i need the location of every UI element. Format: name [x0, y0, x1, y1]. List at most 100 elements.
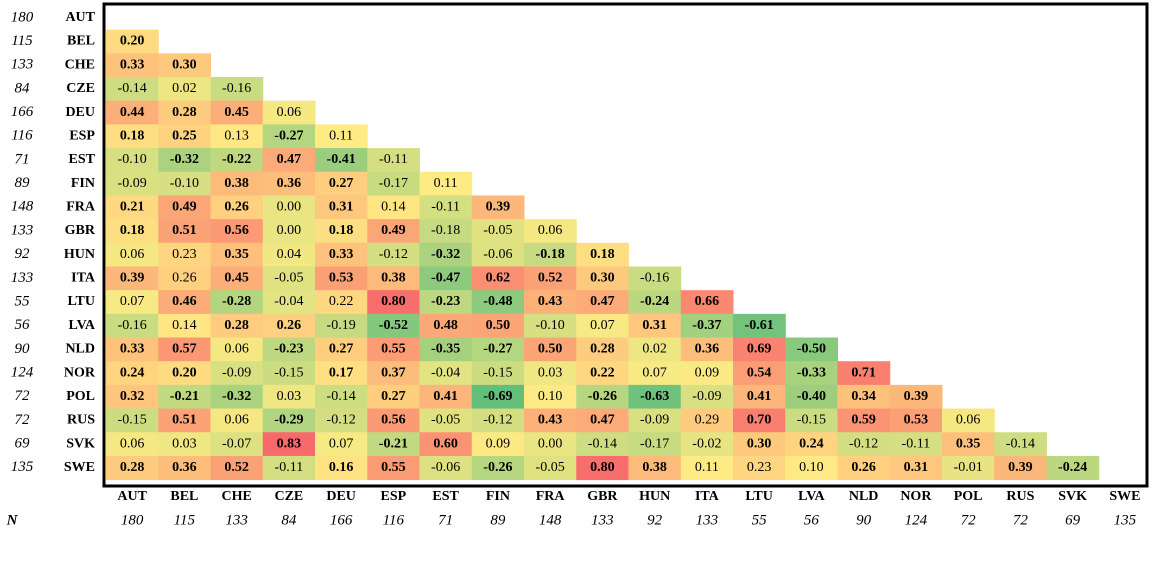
- cell-bg: [942, 432, 995, 457]
- cell-value: 0.11: [695, 460, 719, 475]
- cell-value: 0.47: [590, 294, 615, 309]
- cell-bg: [367, 408, 420, 433]
- cell-value: 0.33: [329, 247, 354, 262]
- cell-bg: [576, 290, 629, 315]
- column-label: BEL: [170, 489, 198, 504]
- row-label: FRA: [66, 199, 96, 214]
- cell-value: 0.57: [172, 342, 197, 357]
- cell-bg: [315, 384, 368, 410]
- cell-value: -0.14: [327, 389, 356, 404]
- row-label: LTU: [67, 294, 95, 309]
- cell-bg: [733, 432, 786, 457]
- cell-bg: [419, 361, 473, 386]
- column-n: 133: [591, 512, 614, 528]
- cell-value: -0.27: [274, 128, 303, 143]
- cell-value: -0.01: [954, 460, 983, 475]
- cell-bg: [210, 384, 264, 410]
- cell-bg: [419, 195, 473, 220]
- row-n: 56: [15, 317, 31, 333]
- cell-bg: [733, 455, 786, 481]
- cell-bg: [262, 242, 316, 267]
- cell-value: 0.07: [120, 294, 145, 309]
- cell-value: 0.07: [329, 436, 354, 451]
- row-n: 180: [11, 9, 34, 25]
- cell-value: -0.15: [797, 413, 826, 428]
- cell-value: 0.66: [695, 294, 720, 309]
- cell-value: 0.21: [120, 199, 145, 214]
- cell-value: -0.23: [431, 294, 460, 309]
- row-label: ITA: [71, 271, 96, 286]
- cell-value: -0.14: [588, 436, 617, 451]
- cell-bg: [210, 266, 264, 291]
- row-label: NLD: [65, 342, 95, 357]
- cell-bg: [524, 266, 577, 291]
- cell-bg: [524, 361, 577, 386]
- cell-value: 0.43: [538, 294, 563, 309]
- cell-bg: [158, 290, 211, 315]
- cell-bg: [262, 361, 316, 386]
- cell-bg: [419, 219, 473, 244]
- cell-bg: [367, 290, 420, 315]
- cell-value: 0.02: [642, 342, 667, 357]
- cell-bg: [262, 337, 316, 362]
- cell-bg: [471, 384, 525, 410]
- column-label: LVA: [798, 489, 825, 504]
- cell-value: -0.17: [379, 176, 408, 191]
- column-n: 90: [856, 512, 872, 528]
- cell-bg: [262, 124, 316, 149]
- cell-value: -0.32: [170, 152, 199, 167]
- cell-bg: [158, 195, 211, 220]
- cell-value: 0.26: [851, 460, 876, 475]
- cell-bg: [471, 290, 525, 315]
- cell-value: -0.05: [274, 271, 303, 286]
- cell-value: 0.07: [642, 365, 667, 380]
- cell-bg: [158, 455, 211, 481]
- row-n: 55: [15, 293, 31, 309]
- cell-bg: [315, 195, 368, 220]
- column-label: CHE: [221, 489, 251, 504]
- cell-bg: [524, 384, 577, 410]
- cell-bg: [367, 266, 420, 291]
- cell-value: -0.18: [431, 223, 460, 238]
- cell-bg: [315, 124, 368, 149]
- cell-value: 0.16: [329, 460, 354, 475]
- cell-bg: [471, 455, 525, 481]
- cell-bg: [262, 408, 316, 433]
- cell-value: -0.24: [1058, 460, 1087, 475]
- cell-bg: [367, 455, 420, 481]
- cell-bg: [471, 242, 525, 267]
- cell-value: -0.69: [483, 389, 512, 404]
- row-n: 71: [15, 151, 30, 167]
- cell-value: 0.50: [486, 318, 511, 333]
- cell-value: 0.38: [224, 176, 249, 191]
- cell-value: -0.26: [588, 389, 617, 404]
- cell-value: 0.80: [381, 294, 406, 309]
- cell-bg: [733, 408, 786, 433]
- cell-value: 0.28: [172, 105, 197, 120]
- cell-value: 0.06: [956, 413, 981, 428]
- cell-value: -0.26: [483, 460, 512, 475]
- cell-bg: [628, 384, 682, 410]
- cell-value: -0.22: [222, 152, 251, 167]
- cell-bg: [106, 313, 159, 339]
- row-n: 148: [11, 199, 34, 215]
- cell-value: 0.55: [381, 460, 406, 475]
- cell-value: 0.51: [172, 223, 197, 238]
- cell-value: 0.39: [904, 389, 929, 404]
- row-n: 116: [11, 128, 33, 144]
- cell-bg: [367, 313, 420, 339]
- cell-bg: [994, 432, 1047, 457]
- cell-value: 0.56: [381, 413, 406, 428]
- row-n: 72: [15, 412, 31, 428]
- column-n: 166: [330, 512, 353, 528]
- cell-value: -0.05: [483, 223, 512, 238]
- cell-bg: [471, 219, 525, 244]
- column-n: 133: [696, 512, 719, 528]
- cell-bg: [158, 148, 211, 173]
- cell-value: 0.30: [747, 436, 772, 451]
- cell-value: -0.10: [118, 152, 147, 167]
- cell-bg: [680, 361, 734, 386]
- cell-value: -0.19: [327, 318, 356, 333]
- cell-bg: [158, 337, 211, 362]
- cell-bg: [680, 408, 734, 433]
